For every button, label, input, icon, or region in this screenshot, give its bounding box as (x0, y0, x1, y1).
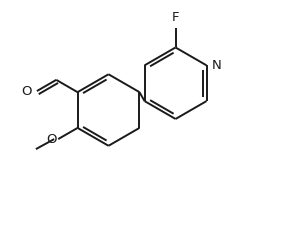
Text: N: N (212, 59, 221, 72)
Text: O: O (21, 85, 32, 98)
Text: F: F (172, 11, 179, 25)
Text: O: O (46, 133, 57, 146)
